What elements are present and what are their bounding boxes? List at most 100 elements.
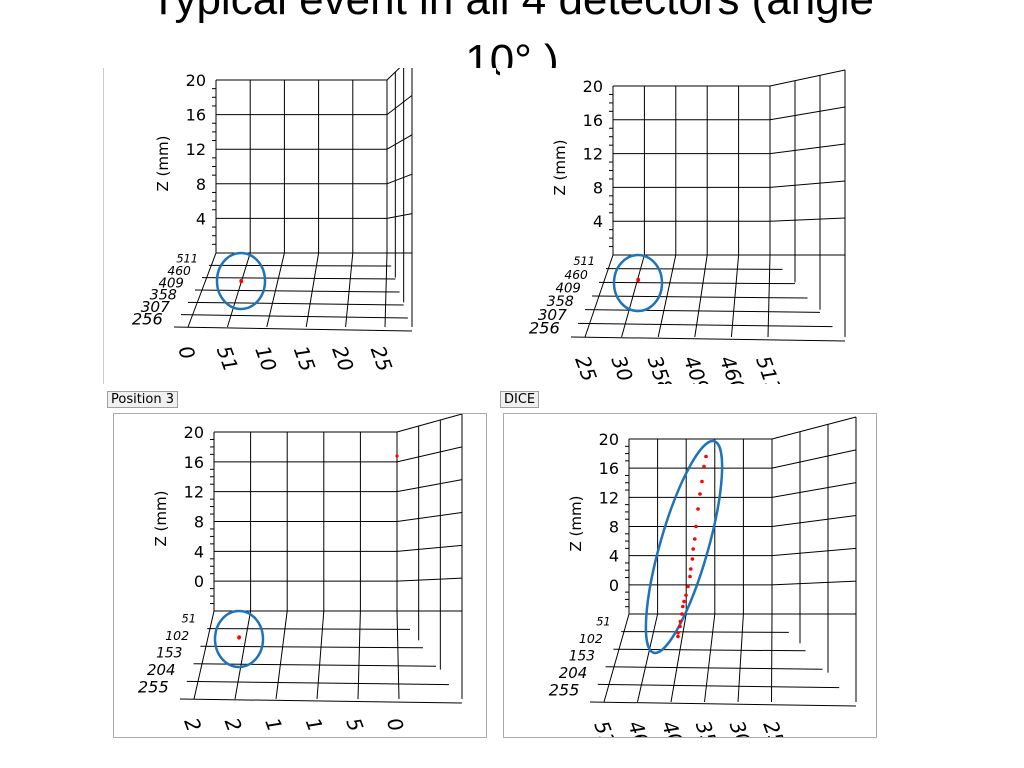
floor-horizontal-line bbox=[201, 277, 396, 280]
x-tick-label: 51 bbox=[589, 718, 620, 738]
hit-point bbox=[693, 537, 697, 541]
y-tick-label: 307 bbox=[141, 298, 170, 316]
floor-depth-line bbox=[384, 252, 388, 328]
y-tick-label: 256 bbox=[132, 309, 163, 328]
x-tick-label: 30 bbox=[606, 353, 637, 384]
side-wall-horizontal-line bbox=[396, 577, 463, 582]
hit-point bbox=[700, 479, 704, 484]
side-wall-horizontal-line bbox=[771, 482, 857, 498]
x-tick-label: 20 bbox=[327, 343, 358, 375]
side-wall-horizontal-line bbox=[771, 547, 857, 557]
z-axis-label: Z (mm) bbox=[152, 491, 170, 547]
side-wall-horizontal-line bbox=[396, 446, 463, 463]
floor-depth-line bbox=[603, 613, 630, 703]
hit-point bbox=[698, 492, 702, 496]
hit-point bbox=[681, 604, 685, 609]
y-tick-label: 255 bbox=[549, 681, 580, 700]
floor-depth-line bbox=[396, 610, 400, 700]
z-tick-label: 8 bbox=[194, 513, 204, 532]
y-tick-label: 153 bbox=[569, 648, 595, 664]
z-tick-label: 12 bbox=[186, 140, 206, 159]
z-tick-label: 8 bbox=[593, 178, 603, 197]
floor-depth-line bbox=[193, 610, 215, 700]
x-tick-label: 0 bbox=[173, 343, 200, 363]
highlight-ellipse bbox=[215, 251, 267, 311]
side-wall-horizontal-line bbox=[386, 68, 401, 81]
slide-title-line1: Typical event in all 4 detectors (angle bbox=[0, 0, 1024, 26]
y-tick-label: 51 bbox=[596, 614, 610, 628]
x-tick-label: 1 bbox=[260, 715, 287, 735]
floor-depth-line bbox=[704, 613, 716, 703]
side-wall-horizontal-line bbox=[771, 449, 857, 469]
floor-depth-line bbox=[275, 610, 288, 700]
y-tick-label: 511 bbox=[573, 255, 595, 268]
panel-label-dice: DICE bbox=[500, 391, 540, 408]
x-tick-label: 409 bbox=[657, 718, 693, 738]
hit-point bbox=[678, 619, 683, 624]
floor-depth-line bbox=[730, 254, 740, 338]
floor-horizontal-line bbox=[180, 314, 408, 319]
y-tick-label: 153 bbox=[156, 645, 182, 661]
x-tick-label: 15 bbox=[289, 343, 320, 375]
floor-depth-line bbox=[345, 252, 354, 328]
side-wall-horizontal-line bbox=[771, 416, 857, 440]
side-wall-horizontal-line bbox=[386, 213, 413, 219]
floor-depth-line bbox=[771, 613, 773, 703]
floor-depth-line bbox=[737, 613, 744, 703]
panel-label-position-3: Position 3 bbox=[107, 391, 179, 408]
z-tick-label: 8 bbox=[196, 175, 206, 194]
side-wall-horizontal-line bbox=[769, 180, 846, 188]
hit-point bbox=[689, 567, 693, 571]
x-tick-label: 358 bbox=[643, 353, 679, 384]
side-wall-horizontal-line bbox=[769, 106, 846, 121]
y-tick-label: 204 bbox=[147, 661, 176, 679]
hit-point bbox=[696, 507, 700, 511]
floor-horizontal-line bbox=[597, 683, 840, 689]
x-tick-label: 256 bbox=[758, 718, 794, 738]
x-tick-label: 10 bbox=[250, 343, 281, 375]
floor-horizontal-line bbox=[179, 698, 463, 704]
y-tick-label: 204 bbox=[559, 664, 588, 682]
x-tick-label: 460 bbox=[715, 353, 751, 384]
hit-point bbox=[704, 454, 708, 459]
z-tick-label: 4 bbox=[196, 209, 206, 228]
hit-point bbox=[690, 557, 695, 561]
hit-point bbox=[702, 464, 706, 469]
x-tick-label: 51 bbox=[212, 343, 243, 375]
x-tick-label: 409 bbox=[679, 353, 715, 384]
side-wall-horizontal-line bbox=[771, 580, 857, 586]
x-tick-label: 0 bbox=[382, 715, 409, 735]
floor-horizontal-line bbox=[200, 645, 424, 649]
side-wall-horizontal-line bbox=[769, 143, 846, 155]
z-tick-label: 4 bbox=[194, 542, 204, 561]
highlight-ellipse bbox=[213, 609, 265, 669]
z-tick-label: 16 bbox=[599, 459, 619, 478]
floor-depth-line bbox=[637, 613, 659, 703]
z-tick-label: 8 bbox=[609, 518, 619, 537]
floor-depth-line bbox=[305, 252, 320, 328]
side-wall-horizontal-line bbox=[769, 69, 846, 87]
z-tick-label: 20 bbox=[599, 430, 619, 449]
hit-point bbox=[694, 524, 698, 529]
z-axis-label: Z (mm) bbox=[551, 140, 569, 196]
x-tick-label: 25 bbox=[570, 353, 601, 384]
y-tick-label: 358 bbox=[547, 294, 574, 310]
y-tick-label: 51 bbox=[181, 611, 195, 625]
hit-point bbox=[684, 593, 688, 598]
y-tick-label: 460 bbox=[564, 268, 588, 282]
floor-horizontal-line bbox=[605, 666, 823, 670]
floor-horizontal-line bbox=[208, 264, 392, 267]
floor-horizontal-line bbox=[577, 322, 833, 328]
hit-point bbox=[676, 634, 680, 639]
hit-point bbox=[678, 624, 682, 629]
floor-horizontal-line bbox=[194, 289, 400, 293]
y-tick-label: 358 bbox=[150, 288, 177, 304]
y-tick-label: 102 bbox=[579, 631, 603, 646]
y-tick-label: 409 bbox=[159, 276, 184, 291]
floor-horizontal-line bbox=[186, 680, 450, 686]
y-tick-label: 409 bbox=[556, 281, 581, 296]
floor-horizontal-line bbox=[584, 309, 821, 313]
